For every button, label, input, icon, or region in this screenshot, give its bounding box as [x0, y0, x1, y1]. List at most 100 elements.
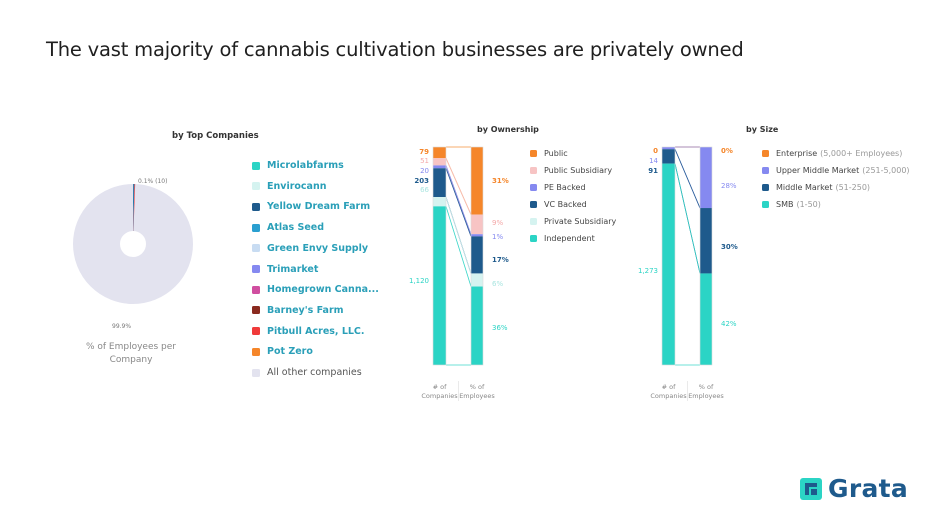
- legend-swatch: [252, 223, 260, 232]
- legend-swatch: [762, 167, 769, 174]
- percent-label-smb: 42%: [721, 320, 737, 328]
- pie-legend-item-pitbull-acres-llc: Pitbull Acres, LLC.: [252, 326, 365, 337]
- pie-legend-item-atlas-seed: Atlas Seed: [252, 222, 324, 233]
- legend-swatch: [252, 202, 260, 211]
- connector-smb: [674, 163, 701, 274]
- percent-label-enterprise: 0%: [721, 147, 733, 155]
- pie-legend-item-trimarket: Trimarket: [252, 264, 318, 275]
- x-axis-label-employees: % of Employees: [688, 383, 724, 400]
- percent-bar-upper-middle-market: [700, 147, 712, 209]
- pie-legend-item-green-envy-supply: Green Envy Supply: [252, 243, 368, 254]
- legend-label: Microlabfarms: [267, 160, 344, 171]
- connector-middle-market: [674, 149, 701, 209]
- legend-item-upper-middle-market: Upper Middle Market (251-5,000): [762, 166, 910, 175]
- x-axis-label-companies: # of Companies: [421, 383, 458, 400]
- count-bar-outline: [661, 146, 676, 366]
- x-axis-label-employees: % of Employees: [459, 383, 495, 400]
- legend-swatch: [762, 184, 769, 191]
- legend-label: PE Backed: [544, 183, 586, 192]
- legend-swatch: [530, 150, 537, 157]
- count-label-independent: 1,120: [409, 277, 429, 285]
- grata-logo: Grata: [800, 474, 908, 503]
- count-label-vc-backed: 203: [414, 177, 429, 185]
- grata-logo-icon: [800, 477, 822, 500]
- pie-legend-item-all-other-companies: All other companies: [252, 367, 362, 378]
- pie-annotation-other: 99.9%: [112, 323, 131, 330]
- count-bar-pe-backed: [433, 165, 446, 169]
- pie-chart-title: by Top Companies: [172, 131, 259, 141]
- legend-label: Trimarket: [267, 263, 319, 275]
- count-bar-public: [433, 147, 446, 159]
- percent-label-middle-market: 30%: [721, 243, 738, 251]
- percent-bar-public-subsidiary: [471, 214, 483, 235]
- legend-swatch: [252, 285, 260, 294]
- connector-private-subsidiary: [445, 196, 472, 274]
- pie-slice-top-companies: [133, 184, 136, 232]
- legend-note: (5,000+ Employees): [820, 149, 903, 158]
- count-label-enterprise: 0: [653, 147, 658, 155]
- connector-public-subsidiary: [445, 158, 472, 215]
- count-bar-independent: [433, 206, 446, 365]
- legend-swatch: [530, 167, 537, 174]
- percent-bar-outline: [699, 146, 713, 366]
- percent-bar-public: [471, 147, 483, 215]
- legend-item-vc-backed: VC Backed: [530, 200, 587, 209]
- legend-label: Independent: [544, 234, 595, 243]
- ownership-chart-title: by Ownership: [477, 125, 539, 134]
- percent-bar-private-subsidiary: [471, 273, 483, 287]
- count-label-pe-backed: 20: [420, 167, 429, 175]
- x-axis-label-companies: # of Companies: [650, 383, 687, 400]
- legend-item-independent: Independent: [530, 234, 595, 243]
- legend-label: Private Subsidiary: [544, 217, 617, 226]
- legend-swatch: [530, 218, 537, 225]
- legend-item-public-subsidiary: Public Subsidiary: [530, 166, 612, 175]
- legend-label: Pot Zero: [267, 346, 313, 358]
- pie-legend-item-microlabfarms: Microlabfarms: [252, 160, 344, 171]
- count-bar-private-subsidiary: [433, 197, 446, 207]
- legend-swatch: [252, 327, 260, 336]
- grata-logo-text: Grata: [828, 474, 909, 503]
- percent-label-vc-backed: 17%: [492, 256, 509, 264]
- legend-label: Homegrown Canna...: [267, 284, 379, 296]
- count-bar-public-subsidiary: [433, 158, 446, 166]
- count-bar-vc-backed: [433, 168, 446, 198]
- legend-swatch: [252, 368, 260, 377]
- legend-item-middle-market: Middle Market (51-250): [762, 183, 870, 192]
- legend-label: All other companies: [267, 367, 362, 378]
- legend-label: Enterprise: [776, 149, 818, 158]
- legend-label: Middle Market: [776, 183, 833, 192]
- pie-chart: 0.1% (10) 99.9%: [73, 178, 193, 330]
- pie-legend-item-pot-zero: Pot Zero: [252, 346, 313, 357]
- legend-item-pe-backed: PE Backed: [530, 183, 586, 192]
- count-bar-outline: [432, 146, 447, 366]
- legend-label: Pitbull Acres, LLC.: [267, 325, 365, 337]
- legend-item-private-subsidiary: Private Subsidiary: [530, 217, 616, 226]
- legend-swatch: [252, 347, 260, 356]
- size-chart-title: by Size: [746, 125, 779, 134]
- page-title: The vast majority of cannabis cultivatio…: [46, 38, 744, 61]
- legend-label: Barney's Farm: [267, 304, 344, 316]
- pie-legend-item-envirocann: Envirocann: [252, 181, 326, 192]
- legend-swatch: [530, 184, 537, 191]
- percent-label-pe-backed: 1%: [492, 233, 503, 241]
- connector-pe-backed: [445, 165, 472, 235]
- count-label-upper-middle-market: 14: [649, 157, 658, 165]
- legend-item-enterprise: Enterprise (5,000+ Employees): [762, 149, 902, 158]
- count-label-middle-market: 91: [648, 167, 658, 175]
- legend-label: Green Envy Supply: [267, 242, 369, 254]
- percent-label-private-subsidiary: 6%: [492, 280, 503, 288]
- legend-swatch: [252, 182, 260, 191]
- percent-label-independent: 36%: [492, 324, 508, 332]
- legend-swatch: [762, 150, 769, 157]
- pie-annotation-top: 0.1% (10): [138, 178, 167, 185]
- pie-legend-item-barney-s-farm: Barney's Farm: [252, 305, 344, 316]
- percent-bar-independent: [471, 286, 483, 365]
- connector-independent: [445, 206, 472, 287]
- legend-label: Yellow Dream Farm: [267, 201, 371, 213]
- count-label-public: 79: [419, 148, 429, 156]
- percent-bar-smb: [700, 273, 712, 365]
- count-bar-middle-market: [662, 149, 675, 164]
- legend-label: Envirocann: [267, 180, 327, 192]
- percent-label-public-subsidiary: 9%: [492, 219, 503, 227]
- count-label-private-subsidiary: 66: [420, 186, 429, 194]
